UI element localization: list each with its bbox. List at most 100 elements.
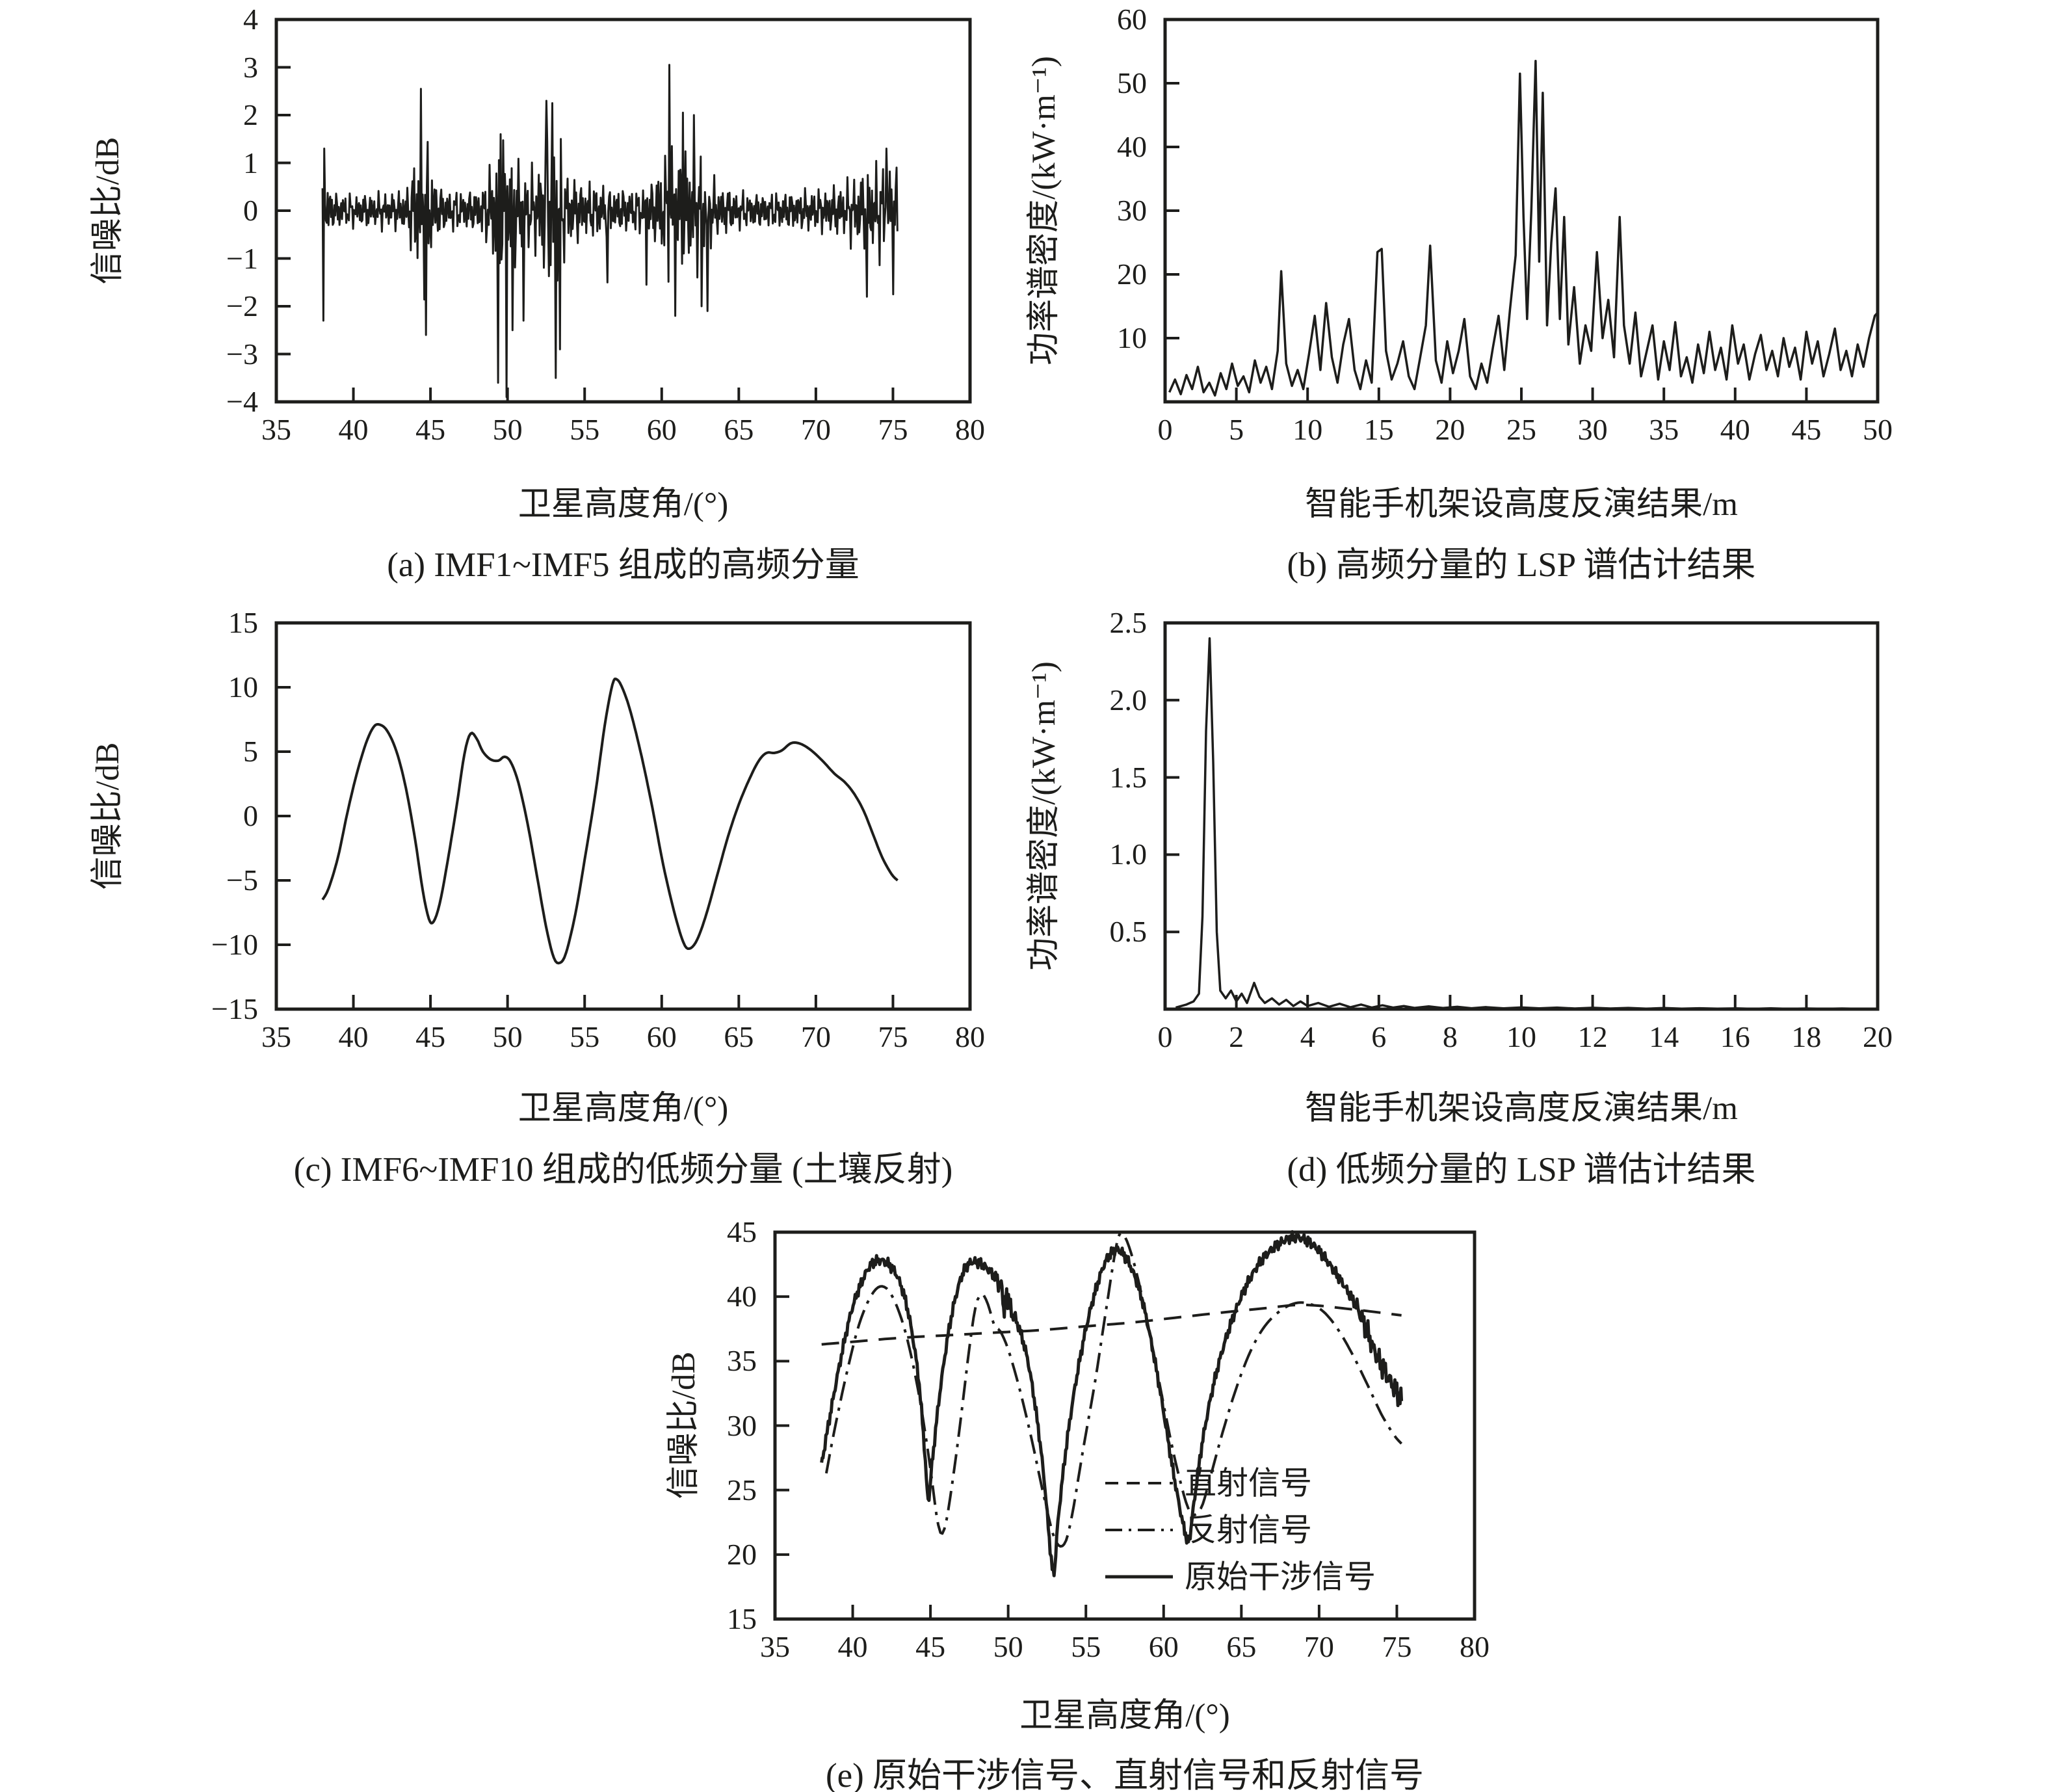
chart-a-ytick-−3: −3	[226, 337, 258, 371]
chart-e-series-direct	[821, 1303, 1402, 1346]
chart-b-ytick-40: 40	[1117, 130, 1147, 163]
chart-d-ytick-0.5: 0.5	[1109, 915, 1148, 949]
legend-label-direct: 直射信号	[1185, 1466, 1312, 1501]
x-axis-label-b: 智能手机架设高度反演结果/m	[1305, 486, 1738, 523]
chart-a-xtick-70: 70	[800, 413, 831, 446]
chart-d-xtick-8: 8	[1442, 1020, 1458, 1053]
chart-e-ytick-45: 45	[727, 1215, 757, 1248]
chart-b-xtick-5: 5	[1229, 413, 1244, 446]
chart-c-xtick-70: 70	[800, 1020, 831, 1053]
chart-b-xtick-20: 20	[1435, 413, 1465, 446]
chart-c-xtick-40: 40	[338, 1020, 369, 1053]
chart-b-ytick-30: 30	[1117, 194, 1147, 227]
chart-e-xtick-45: 45	[915, 1630, 946, 1663]
chart-d-ytick-2.0: 2.0	[1109, 683, 1148, 717]
chart-b-ytick-50: 50	[1117, 66, 1147, 99]
chart-d-ytick-2.5: 2.5	[1109, 606, 1148, 639]
chart-b-ytick-20: 20	[1117, 257, 1147, 291]
chart-e-xtick-40: 40	[837, 1630, 868, 1663]
chart-d-canvas	[1163, 621, 1880, 1011]
chart-d-xtick-14: 14	[1649, 1020, 1679, 1053]
x-axis-label-c: 卫星高度角/(°)	[518, 1090, 729, 1127]
chart-d-xtick-18: 18	[1791, 1020, 1822, 1053]
chart-a-ytick-3: 3	[243, 50, 258, 84]
chart-d-xtick-12: 12	[1577, 1020, 1608, 1053]
chart-d-xtick-6: 6	[1371, 1020, 1387, 1053]
chart-b-xtick-30: 30	[1577, 413, 1608, 446]
caption-a: (a) IMF1~IMF5 组成的高频分量	[387, 546, 860, 584]
chart-c-ytick-5: 5	[243, 735, 258, 768]
chart-b-xtick-50: 50	[1863, 413, 1893, 446]
chart-a-xtick-60: 60	[646, 413, 677, 446]
chart-d-xtick-0: 0	[1157, 1020, 1173, 1053]
chart-a-xtick-55: 55	[570, 413, 600, 446]
chart-b-xtick-10: 10	[1293, 413, 1323, 446]
chart-e-ytick-20: 20	[727, 1537, 757, 1571]
chart-b-xtick-0: 0	[1157, 413, 1173, 446]
x-axis-label-a: 卫星高度角/(°)	[518, 486, 729, 523]
chart-e-xtick-65: 65	[1226, 1630, 1257, 1663]
chart-e-xtick-80: 80	[1460, 1630, 1490, 1663]
chart-d-xtick-16: 16	[1720, 1020, 1750, 1053]
chart-a-xtick-35: 35	[261, 413, 291, 446]
chart-d-xtick-2: 2	[1229, 1020, 1244, 1053]
chart-a-ytick-−2: −2	[226, 289, 258, 323]
chart-c-ytick-−5: −5	[226, 863, 258, 897]
chart-a-series-hf-component	[321, 64, 899, 399]
chart-e-xtick-70: 70	[1304, 1630, 1334, 1663]
chart-c-series-lf-component	[321, 678, 899, 965]
chart-b-ytick-10: 10	[1117, 321, 1147, 354]
chart-e-series-reflected	[824, 1232, 1403, 1548]
chart-e-xtick-75: 75	[1382, 1630, 1412, 1663]
chart-b-frame	[1163, 18, 1880, 404]
chart-c-ytick-−10: −10	[211, 928, 258, 961]
chart-c-xtick-35: 35	[261, 1020, 291, 1053]
chart-c-xtick-50: 50	[492, 1020, 523, 1053]
caption-d: (d) 低频分量的 LSP 谱估计结果	[1287, 1151, 1756, 1189]
chart-e-xtick-50: 50	[993, 1630, 1023, 1663]
chart-a-ytick-0: 0	[243, 194, 258, 227]
chart-c-ytick-−15: −15	[211, 992, 258, 1025]
chart-d-ytick-1.5: 1.5	[1109, 760, 1148, 794]
chart-d-xtick-10: 10	[1506, 1020, 1536, 1053]
chart-b-series-lsp-hf	[1168, 59, 1879, 397]
chart-c-xtick-55: 55	[570, 1020, 600, 1053]
legend-label-reflected: 反射信号	[1185, 1512, 1312, 1548]
chart-e-xtick-55: 55	[1071, 1630, 1101, 1663]
chart-c-xtick-75: 75	[878, 1020, 908, 1053]
chart-a-xtick-50: 50	[492, 413, 523, 446]
caption-c: (c) IMF6~IMF10 组成的低频分量 (土壤反射)	[293, 1151, 953, 1189]
chart-b-xtick-25: 25	[1506, 413, 1536, 446]
chart-e-ytick-25: 25	[727, 1473, 757, 1507]
chart-b-xtick-40: 40	[1720, 413, 1750, 446]
chart-d-series-lsp-lf	[1175, 637, 1878, 1010]
chart-c-xtick-80: 80	[955, 1020, 985, 1053]
chart-b-canvas	[1163, 18, 1880, 404]
caption-e: (e) 原始干涉信号、直射信号和反射信号	[825, 1757, 1424, 1792]
chart-c-xtick-65: 65	[724, 1020, 754, 1053]
chart-b-xtick-15: 15	[1363, 413, 1394, 446]
chart-a-xtick-75: 75	[878, 413, 908, 446]
chart-e-xtick-60: 60	[1148, 1630, 1179, 1663]
chart-a-canvas	[274, 18, 972, 404]
chart-e-ytick-30: 30	[727, 1408, 757, 1442]
chart-a-ytick-1: 1	[243, 146, 258, 179]
x-axis-label-e: 卫星高度角/(°)	[1019, 1698, 1230, 1734]
chart-d-frame	[1163, 621, 1880, 1011]
chart-c-xtick-60: 60	[646, 1020, 677, 1053]
chart-a-ytick-−1: −1	[226, 241, 258, 275]
chart-b-ytick-60: 60	[1117, 3, 1147, 36]
chart-a-ytick-2: 2	[243, 98, 258, 131]
chart-e-ytick-15: 15	[727, 1602, 757, 1635]
chart-c-ytick-0: 0	[243, 799, 258, 832]
x-axis-label-d: 智能手机架设高度反演结果/m	[1305, 1090, 1738, 1127]
chart-c-ytick-10: 10	[228, 670, 258, 704]
caption-b: (b) 高频分量的 LSP 谱估计结果	[1287, 546, 1756, 584]
chart-a-ytick-−4: −4	[226, 385, 258, 418]
chart-a-xtick-65: 65	[724, 413, 754, 446]
chart-b-xtick-45: 45	[1791, 413, 1822, 446]
chart-a-xtick-80: 80	[955, 413, 985, 446]
